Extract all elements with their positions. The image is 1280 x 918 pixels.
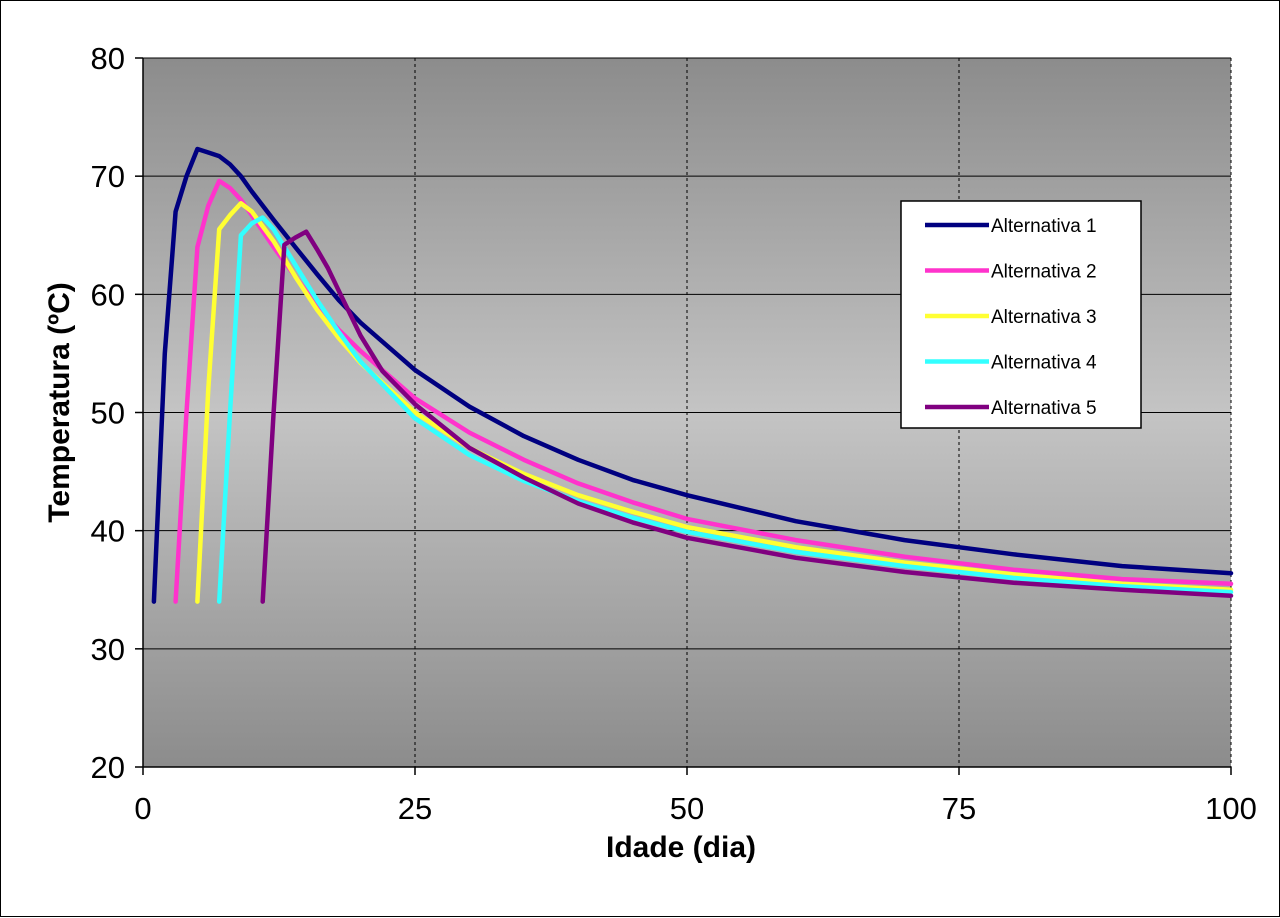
- x-tick-label: 100: [1205, 791, 1257, 826]
- x-tick-label: 25: [398, 791, 432, 826]
- axes: [135, 57, 1232, 775]
- y-tick-label: 80: [91, 41, 125, 76]
- y-axis-title: Temperatura (ºC): [43, 282, 76, 522]
- series-lines: [151, 146, 1234, 604]
- x-axis-title: Idade (dia): [606, 831, 756, 864]
- y-tick-label: 50: [91, 396, 125, 431]
- legend-label: Alternativa 1: [991, 216, 1097, 237]
- legend-label: Alternativa 3: [991, 307, 1097, 328]
- x-tick-label: 0: [134, 791, 151, 826]
- tick-labels: 20 30 40 50 60 70 80 0 25 50 75 100: [91, 41, 1257, 826]
- legend-label: Alternativa 5: [991, 398, 1097, 419]
- x-tick-label: 75: [942, 791, 976, 826]
- y-tick-label: 30: [91, 632, 125, 667]
- series-line-2: [173, 178, 1234, 604]
- series-line-5: [260, 229, 1234, 604]
- x-tick-label: 50: [670, 791, 704, 826]
- y-tick-label: 40: [91, 514, 125, 549]
- legend: Alternativa 1 Alternativa 2 Alternativa 3 A…: [900, 200, 1142, 429]
- series-line-4: [216, 215, 1234, 604]
- y-tick-label: 70: [91, 159, 125, 194]
- y-tick-label: 20: [91, 750, 125, 785]
- legend-label: Alternativa 2: [991, 262, 1097, 283]
- legend-label: Alternativa 4: [991, 353, 1097, 374]
- y-tick-label: 60: [91, 277, 125, 312]
- series-line-1: [151, 146, 1234, 604]
